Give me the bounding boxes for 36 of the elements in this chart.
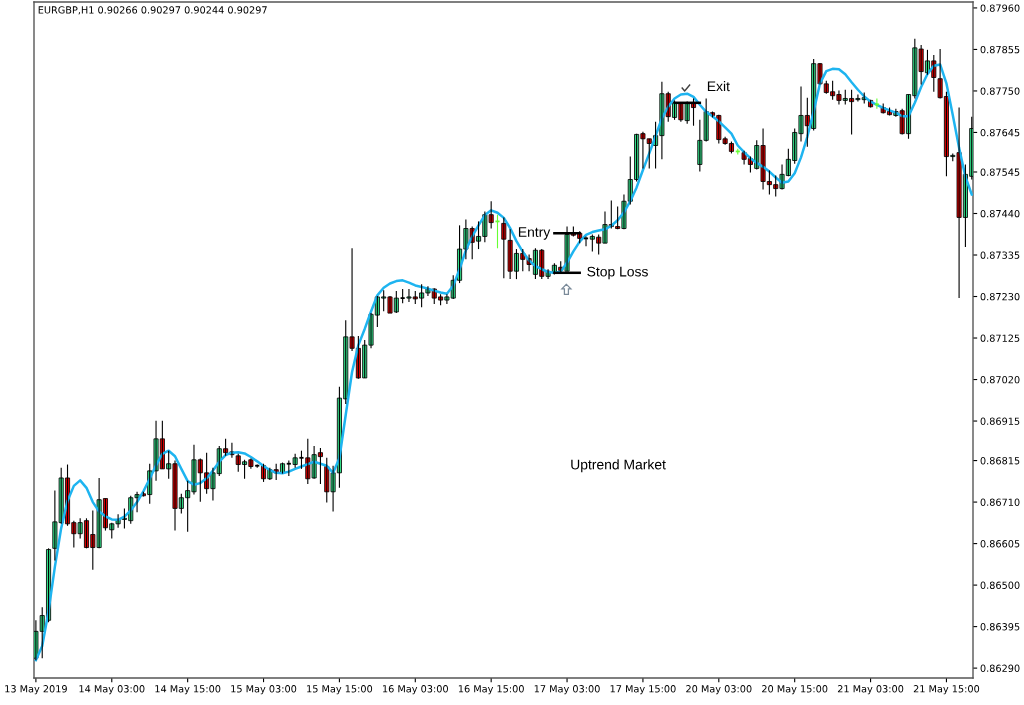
y-tick-label: 0.87440 <box>980 209 1020 218</box>
x-tick-label: 17 May 15:00 <box>610 685 676 695</box>
y-tick-label: 0.87960 <box>980 4 1020 12</box>
x-tick-label: 21 May 15:00 <box>913 685 980 695</box>
y-tick-label: 0.87855 <box>980 45 1020 54</box>
y-tick-label: 0.87750 <box>980 87 1020 95</box>
y-tick-label: 0.86290 <box>980 664 1020 672</box>
x-tick-label: 21 May 03:00 <box>837 685 904 695</box>
y-tick-label: 0.86605 <box>980 540 1020 548</box>
series-label: Entry <box>518 227 551 240</box>
y-tick-label: 0.86395 <box>980 623 1020 631</box>
x-tick-label: 16 May 15:00 <box>458 685 524 695</box>
x-tick-label: 20 May 03:00 <box>686 685 752 695</box>
x-tick-label: 13 May 2019 <box>5 685 67 695</box>
y-tick-label: 0.87545 <box>980 168 1020 176</box>
x-tick-label: 14 May 03:00 <box>79 685 145 695</box>
x-tick-label: 14 May 15:00 <box>155 685 221 695</box>
x-tick-label: 15 May 03:00 <box>231 685 297 695</box>
y-tick-label: 0.87125 <box>980 334 1020 342</box>
annotation: Uptrend Market <box>571 459 666 473</box>
x-tick-label: 17 May 03:00 <box>534 685 600 695</box>
candlestick <box>501 216 507 279</box>
x-tick-label: 15 May 15:00 <box>307 685 373 695</box>
x-tick-label: 16 May 03:00 <box>383 685 448 695</box>
y-tick-label: 0.87020 <box>980 376 1020 384</box>
y-tick-label: 0.86710 <box>980 498 1020 506</box>
x-tick-label: 20 May 15:00 <box>762 685 828 695</box>
y-tick-label: 0.86915 <box>980 417 1020 425</box>
y-tick-label: 0.86815 <box>980 457 1020 465</box>
series-label: Exit <box>707 81 730 92</box>
chart-title: EURGBP,H1 0.90266 0.90297 0.90244 0.90297 <box>38 6 267 15</box>
y-tick-label: 0.86500 <box>980 581 1020 589</box>
y-tick-label: 0.87335 <box>980 251 1020 259</box>
y-tick-label: 0.87645 <box>980 128 1020 137</box>
series-label: Stop Loss <box>587 266 648 280</box>
y-tick-label: 0.87230 <box>980 292 1020 301</box>
